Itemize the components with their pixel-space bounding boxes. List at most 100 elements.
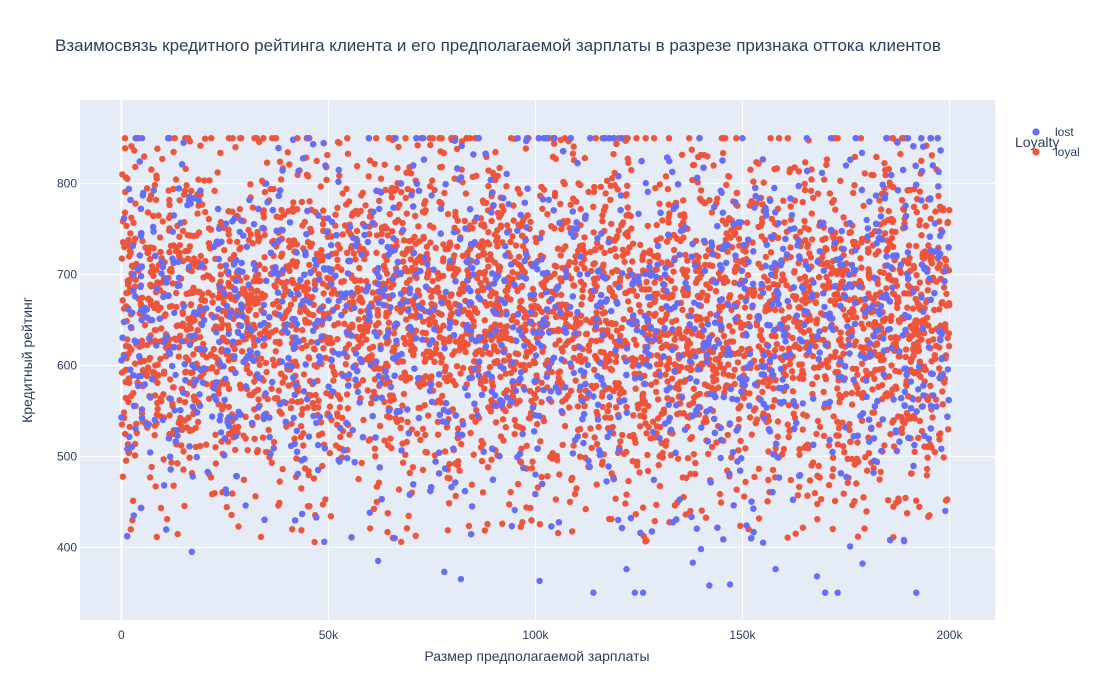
point-loyal xyxy=(345,341,353,348)
point-loyal xyxy=(336,139,343,147)
point-loyal xyxy=(854,371,861,378)
point-loyal xyxy=(378,225,386,232)
point-loyal xyxy=(823,357,830,364)
point-loyal xyxy=(226,238,233,245)
point-loyal xyxy=(465,272,472,279)
point-loyal xyxy=(698,507,705,514)
point-loyal xyxy=(727,292,734,299)
point-loyal xyxy=(212,354,219,361)
point-loyal xyxy=(502,424,509,431)
point-loyal xyxy=(249,204,257,211)
point-loyal xyxy=(327,513,335,520)
point-loyal xyxy=(311,362,318,369)
point-loyal xyxy=(255,262,263,269)
point-loyal xyxy=(684,257,691,264)
point-loyal xyxy=(778,277,785,284)
point-loyal xyxy=(285,382,292,389)
point-loyal xyxy=(888,234,896,242)
point-loyal xyxy=(251,378,258,385)
point-loyal xyxy=(446,460,453,468)
point-loyal xyxy=(863,467,871,474)
point-loyal xyxy=(623,491,630,498)
point-loyal xyxy=(243,274,250,281)
point-loyal xyxy=(518,283,525,291)
point-loyal xyxy=(123,222,130,230)
point-loyal xyxy=(493,238,500,245)
point-loyal xyxy=(276,340,283,347)
point-loyal xyxy=(175,344,183,351)
point-loyal xyxy=(422,197,429,205)
point-loyal xyxy=(799,426,806,433)
point-loyal xyxy=(403,169,410,176)
point-loyal xyxy=(217,278,224,285)
point-loyal xyxy=(396,201,403,208)
point-loyal xyxy=(579,246,587,253)
point-loyal xyxy=(492,290,499,297)
point-loyal xyxy=(657,235,664,242)
point-loyal xyxy=(504,287,511,294)
point-loyal xyxy=(887,334,895,341)
point-loyal xyxy=(245,307,252,314)
point-loyal xyxy=(437,294,445,301)
point-loyal xyxy=(743,219,751,226)
point-loyal xyxy=(339,190,346,197)
point-loyal xyxy=(823,273,830,281)
point-loyal xyxy=(905,242,913,249)
point-loyal xyxy=(460,364,467,372)
point-loyal xyxy=(434,431,442,438)
point-loyal xyxy=(637,412,644,419)
point-loyal xyxy=(261,188,269,196)
point-loyal xyxy=(513,319,520,326)
point-loyal xyxy=(440,149,447,157)
point-loyal xyxy=(497,373,504,381)
point-loyal xyxy=(428,293,435,301)
point-loyal xyxy=(820,432,828,439)
point-loyal xyxy=(632,511,639,518)
point-loyal xyxy=(258,290,265,297)
point-loyal xyxy=(830,413,837,420)
point-loyal xyxy=(225,135,233,142)
point-loyal xyxy=(399,402,406,409)
point-loyal xyxy=(209,299,216,306)
point-loyal xyxy=(903,381,910,388)
point-loyal xyxy=(724,278,731,285)
point-loyal xyxy=(180,466,187,473)
point-loyal xyxy=(458,440,465,448)
point-loyal xyxy=(425,412,432,419)
point-loyal xyxy=(774,433,781,440)
point-loyal xyxy=(167,376,174,383)
point-loyal xyxy=(440,272,447,280)
point-loyal xyxy=(315,397,322,404)
point-loyal xyxy=(805,226,812,233)
point-loyal xyxy=(438,359,445,366)
point-loyal xyxy=(334,204,341,211)
point-loyal xyxy=(880,330,887,337)
point-loyal xyxy=(629,258,636,265)
point-loyal xyxy=(666,210,673,217)
point-loyal xyxy=(201,135,209,142)
point-loyal xyxy=(292,263,300,270)
point-loyal xyxy=(771,397,778,404)
point-loyal xyxy=(454,425,462,432)
point-loyal xyxy=(202,208,209,216)
point-loyal xyxy=(244,447,251,454)
point-loyal xyxy=(304,404,311,411)
point-loyal xyxy=(334,256,341,263)
point-loyal xyxy=(403,525,411,532)
point-loyal xyxy=(916,217,924,224)
point-loyal xyxy=(149,368,156,376)
point-loyal xyxy=(253,135,260,142)
point-loyal xyxy=(445,245,452,252)
point-loyal xyxy=(190,351,197,358)
point-loyal xyxy=(278,279,285,286)
point-loyal xyxy=(767,249,775,256)
point-loyal xyxy=(784,135,791,142)
point-loyal xyxy=(485,229,492,236)
point-loyal xyxy=(646,301,654,309)
point-loyal xyxy=(235,423,242,431)
point-loyal xyxy=(593,481,600,488)
point-loyal xyxy=(877,268,884,276)
point-loyal xyxy=(939,205,946,212)
point-loyal xyxy=(458,138,466,145)
